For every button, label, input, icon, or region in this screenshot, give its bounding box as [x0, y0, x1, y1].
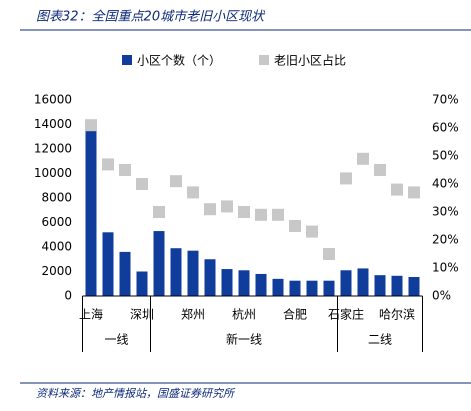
marker — [323, 248, 335, 260]
y2-tick-label: 40% — [432, 177, 459, 191]
source: 资料来源：地产情报站，国盛证券研究所 — [36, 387, 236, 400]
bar — [306, 280, 318, 296]
marker — [187, 186, 199, 199]
bar — [272, 278, 284, 296]
y-tick-label: 8000 — [41, 191, 72, 205]
bar — [340, 270, 352, 296]
chart-title: 图表32：全国重点20城市老旧小区现状 — [36, 9, 266, 25]
marker — [391, 183, 403, 196]
marker — [221, 200, 233, 213]
y2-tick-label: 10% — [432, 261, 459, 275]
marker — [204, 203, 216, 216]
x-tick-label: 上海 — [79, 307, 103, 322]
y2-tick-label: 20% — [432, 233, 459, 247]
legend-label: 老旧小区占比 — [274, 53, 346, 68]
marker — [136, 178, 148, 190]
x-tick-label: 石家庄 — [328, 307, 364, 322]
group-label: 二线 — [368, 333, 392, 347]
bar — [153, 231, 165, 296]
marker — [289, 220, 301, 232]
marker — [408, 186, 420, 199]
bar — [221, 269, 233, 296]
bar — [187, 250, 199, 296]
bar — [374, 275, 386, 296]
group-label: 新一线 — [226, 332, 262, 347]
marker — [153, 206, 165, 218]
bar — [391, 275, 403, 296]
y2-tick-label: 50% — [432, 149, 459, 163]
y-tick-label: 16000 — [34, 93, 72, 107]
legend-label: 小区个数（个） — [137, 53, 221, 68]
bar — [102, 232, 114, 296]
x-tick-label: 哈尔滨 — [379, 307, 415, 322]
y2-tick-label: 70% — [432, 93, 459, 107]
bar — [238, 270, 250, 296]
y-tick-label: 4000 — [41, 240, 72, 254]
legend-swatch — [122, 55, 132, 65]
marker — [255, 208, 267, 221]
marker — [170, 175, 182, 188]
y-tick-label: 2000 — [41, 264, 72, 278]
bar — [204, 259, 216, 296]
x-tick-label: 杭州 — [232, 307, 256, 322]
marker — [357, 152, 369, 165]
y-tick-label: 10000 — [34, 166, 72, 180]
y-tick-label: 14000 — [34, 117, 72, 131]
bar — [357, 268, 369, 296]
bar — [170, 248, 182, 296]
group-label: 一线 — [104, 333, 128, 347]
y-tick-label: 12000 — [34, 142, 72, 156]
legend-swatch — [259, 55, 270, 65]
y-tick-label: 6000 — [41, 215, 72, 229]
bar — [85, 130, 97, 296]
marker — [119, 164, 131, 176]
marker — [102, 158, 114, 171]
marker — [306, 225, 318, 238]
x-tick-label: 深圳 — [130, 308, 154, 322]
bar — [289, 280, 301, 296]
x-tick-label: 郑州 — [181, 307, 205, 322]
bar — [119, 251, 131, 296]
bar — [323, 280, 335, 296]
y-tick-label: 0 — [64, 289, 72, 303]
x-tick-label: 合肥 — [283, 307, 307, 322]
y2-tick-label: 30% — [432, 205, 459, 219]
marker — [272, 208, 284, 221]
marker — [85, 119, 97, 132]
marker — [238, 206, 250, 218]
bar — [255, 273, 267, 296]
marker — [340, 172, 352, 185]
bar — [136, 271, 148, 296]
bar — [408, 277, 420, 296]
y2-tick-label: 60% — [432, 121, 459, 135]
y2-tick-label: 0% — [432, 289, 451, 303]
marker — [374, 164, 386, 176]
